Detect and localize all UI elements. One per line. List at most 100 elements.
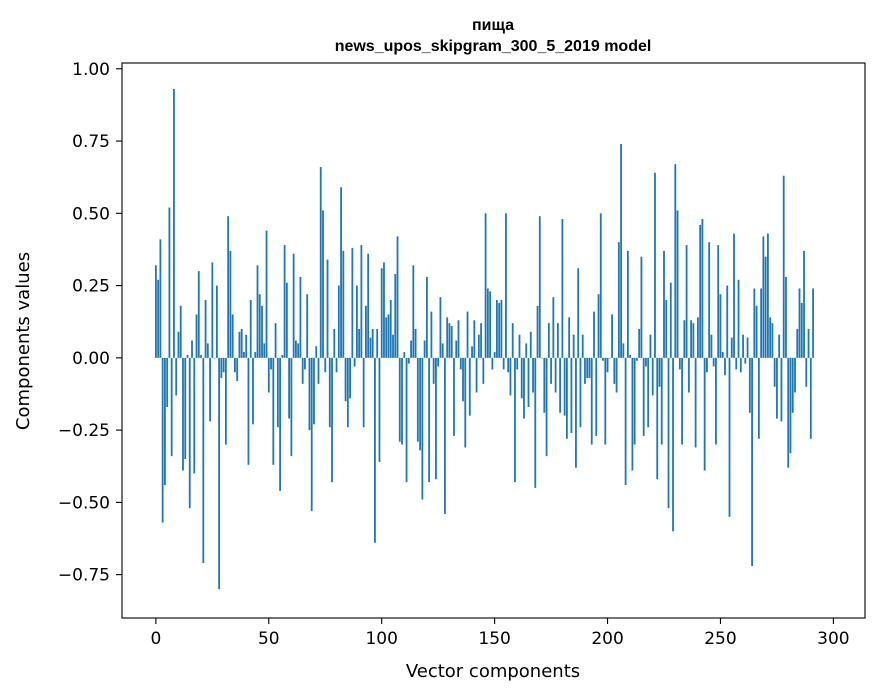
bar-component-291	[812, 288, 814, 358]
bar-component-16	[191, 340, 193, 358]
bar-component-200	[606, 357, 609, 373]
bar-component-60	[290, 357, 293, 457]
bar-component-227	[667, 357, 670, 509]
bars-group	[154, 89, 814, 590]
bar-component-67	[306, 294, 309, 358]
bar-component-51	[270, 357, 272, 370]
bar-component-190	[584, 357, 586, 384]
bar-component-158	[511, 323, 514, 358]
bar-component-250	[719, 294, 722, 358]
bar-component-10	[177, 331, 180, 358]
bar-component-33	[229, 250, 232, 358]
bar-component-187	[577, 268, 580, 358]
bar-component-18	[195, 314, 198, 358]
bar-component-171	[541, 357, 543, 359]
bar-component-155	[505, 213, 507, 358]
bar-component-277	[780, 357, 783, 422]
bar-component-264	[751, 357, 753, 566]
bar-component-55	[279, 357, 281, 491]
bar-component-25	[211, 262, 214, 358]
bar-component-234	[683, 320, 686, 358]
bar-component-195	[595, 357, 598, 436]
bar-component-121	[428, 357, 431, 483]
bar-component-271	[766, 233, 769, 358]
bar-component-169	[536, 305, 539, 358]
bar-component-242	[701, 219, 704, 358]
bar-component-206	[620, 143, 622, 358]
y-tick-label: 0.00	[72, 349, 110, 369]
bar-component-191	[586, 357, 589, 379]
bar-component-273	[771, 323, 774, 358]
bar-component-32	[227, 216, 230, 358]
bar-component-237	[690, 320, 693, 358]
bar-component-270	[764, 256, 767, 358]
bar-component-290	[809, 357, 812, 439]
bar-component-286	[800, 302, 803, 358]
bar-component-148	[489, 291, 492, 358]
bar-component-252	[724, 357, 726, 376]
bar-component-222	[656, 357, 659, 480]
bar-component-172	[543, 357, 546, 413]
bar-component-203	[613, 357, 616, 384]
bar-component-2	[159, 239, 162, 358]
y-tick-label: −0.50	[58, 493, 110, 513]
bar-component-73	[319, 167, 322, 358]
bar-component-17	[193, 357, 196, 474]
bar-component-174	[547, 323, 550, 358]
bar-component-153	[500, 300, 503, 358]
bar-component-14	[186, 354, 189, 358]
bar-component-276	[778, 334, 781, 358]
bar-component-247	[712, 357, 715, 367]
y-tick-label: −0.75	[58, 566, 110, 586]
bar-component-13	[184, 357, 187, 460]
bar-component-78	[331, 357, 333, 483]
bar-component-71	[315, 346, 318, 358]
bar-component-20	[200, 354, 202, 358]
x-tick-label: 200	[591, 629, 623, 649]
bar-component-198	[602, 357, 604, 361]
bar-component-118	[421, 357, 424, 500]
bar-component-49	[265, 230, 268, 358]
bar-component-193	[590, 357, 593, 445]
bar-component-224	[660, 357, 663, 445]
bar-component-42	[249, 300, 252, 358]
bar-component-19	[197, 271, 200, 358]
bar-component-140	[471, 346, 473, 358]
bar-component-192	[588, 357, 591, 379]
bar-component-197	[599, 213, 602, 358]
bar-component-142	[475, 357, 478, 393]
x-tick-label: 100	[365, 629, 397, 649]
bar-component-21	[202, 357, 205, 564]
bar-component-43	[252, 357, 254, 425]
bar-component-30	[222, 357, 225, 373]
bar-component-201	[608, 357, 611, 359]
bar-component-186	[575, 357, 577, 468]
bar-component-194	[593, 311, 595, 358]
bar-component-239	[694, 357, 697, 448]
bar-component-116	[416, 357, 419, 442]
bar-component-266	[755, 305, 758, 358]
bar-component-99	[378, 357, 381, 462]
bar-component-131	[450, 326, 453, 358]
bar-component-145	[482, 357, 485, 384]
bar-component-265	[753, 288, 756, 358]
bar-component-246	[710, 334, 713, 358]
bar-component-88	[353, 357, 356, 367]
bar-component-176	[552, 297, 555, 358]
bar-component-175	[550, 357, 552, 384]
bar-component-6	[168, 207, 171, 358]
bar-component-149	[491, 357, 494, 370]
y-tick-label: −0.25	[58, 421, 110, 441]
bar-component-36	[236, 357, 239, 381]
y-tick-label: 0.50	[72, 204, 110, 224]
bar-component-182	[565, 357, 568, 439]
x-axis-ticks: 0 50 100 150 200 250 300	[150, 618, 850, 649]
bar-component-228	[669, 282, 672, 358]
bar-component-221	[654, 172, 656, 358]
bar-component-139	[468, 357, 471, 416]
bar-component-179	[559, 357, 562, 413]
bar-component-238	[692, 323, 695, 358]
bar-component-147	[486, 288, 489, 358]
bar-component-173	[545, 357, 548, 457]
